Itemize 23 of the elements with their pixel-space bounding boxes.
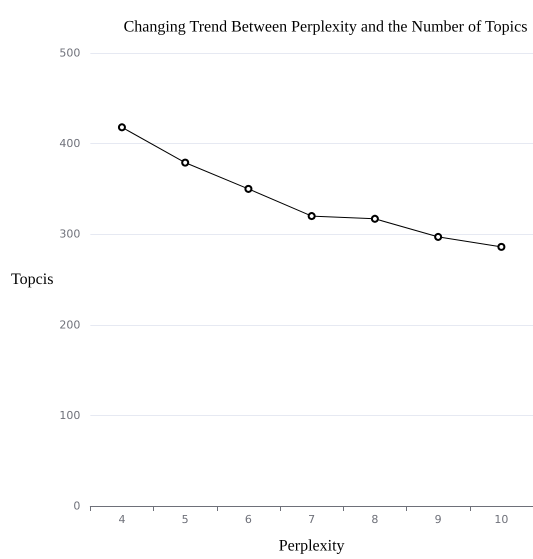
y-tick-label: 0 [73,500,80,512]
point [370,214,379,223]
x-tick-label: 7 [308,513,316,526]
x-tick-label: 6 [244,513,252,526]
x-tick-label: 4 [118,513,126,526]
y-tick-label: 500 [59,46,80,60]
point [497,242,506,251]
x-tick-label: 9 [434,513,442,526]
point [308,212,316,220]
y-axis-title: Topcis [10,271,54,288]
x-tick-label: 10 [494,513,508,526]
x-axis-title: Perplexity [278,538,345,554]
point [244,184,252,193]
y-tick-label: 200 [59,318,80,332]
point [181,158,190,167]
point [434,232,442,241]
y-tick-label: 100 [59,408,80,422]
x-tick-label: 5 [182,513,189,526]
y-tick-label: 300 [59,228,80,241]
x-tick-label: 8 [371,513,378,526]
point [118,123,126,132]
y-tick-label: 400 [59,137,80,150]
chart-title: Changing Trend Between Perplexity and the Number of Topics [124,18,528,36]
